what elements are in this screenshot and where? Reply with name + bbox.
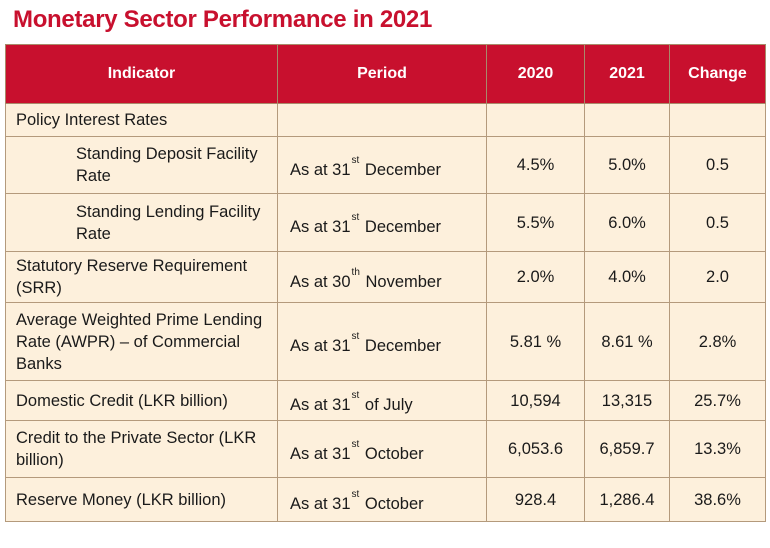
indicator-cell: Standing Deposit Facility Rate <box>5 136 278 194</box>
period-ordinal: st <box>351 212 360 223</box>
period-prefix: As at 31 <box>290 218 351 236</box>
change-cell: 13.3% <box>669 420 766 478</box>
indicator-cell: Credit to the Private Sector (LKR billio… <box>5 420 278 478</box>
period-suffix: December <box>364 218 442 236</box>
table-row: Standing Deposit Facility Rate As at 31s… <box>5 136 766 194</box>
value-2020-cell: 928.4 <box>486 477 585 522</box>
value-2021-cell: 4.0% <box>584 251 670 303</box>
change-cell: 2.0 <box>669 251 766 303</box>
period-cell: As at 31st December <box>277 136 487 194</box>
period-prefix: As at 30 <box>290 272 351 291</box>
value-2020-cell: 4.5% <box>486 136 585 194</box>
table-row: Credit to the Private Sector (LKR billio… <box>5 420 766 478</box>
period-prefix: As at 31 <box>290 160 351 179</box>
period-prefix: As at 31 <box>290 444 351 463</box>
period-ordinal: st <box>351 489 360 500</box>
period-suffix: December <box>364 160 442 179</box>
table-row: Domestic Credit (LKR billion) As at 31st… <box>5 380 766 421</box>
table-row: Policy Interest Rates <box>5 103 766 137</box>
period-suffix: October <box>364 444 424 463</box>
table-row: Standing Lending Facility Rate As at 31s… <box>5 193 766 252</box>
period-ordinal: th <box>351 266 360 278</box>
period-cell: As at 31st December <box>277 302 487 381</box>
value-2020-cell: 5.81 % <box>486 302 585 381</box>
page-title: Monetary Sector Performance in 2021 <box>13 6 433 33</box>
period-cell: As at 31st December <box>277 193 487 252</box>
indicator-cell: Domestic Credit (LKR billion) <box>5 380 278 421</box>
change-cell <box>669 103 766 137</box>
table-row: Reserve Money (LKR billion) As at 31st O… <box>5 477 766 522</box>
change-cell: 25.7% <box>669 380 766 421</box>
header-row: Indicator Period 2020 2021 Change <box>5 44 766 104</box>
value-2020-cell: 2.0% <box>486 251 585 303</box>
period-ordinal: st <box>351 154 360 166</box>
change-cell: 0.5 <box>669 193 766 252</box>
period-cell: As at 31st of July <box>277 380 487 421</box>
period-cell: As at 31st October <box>277 420 487 478</box>
period-suffix: December <box>364 337 442 355</box>
value-2020-cell <box>486 103 585 137</box>
value-2020-cell: 10,594 <box>486 380 585 421</box>
period-cell: As at 30th November <box>277 251 487 303</box>
period-cell <box>277 103 487 137</box>
value-2020-cell: 5.5% <box>486 193 585 252</box>
value-2021-cell: 13,315 <box>584 380 670 421</box>
value-2021-cell: 1,286.4 <box>584 477 670 522</box>
value-2021-cell: 5.0% <box>584 136 670 194</box>
value-2021-cell: 6.0% <box>584 193 670 252</box>
value-2021-cell <box>584 103 670 137</box>
table-row: Statutory Reserve Requirement (SRR) As a… <box>5 251 766 303</box>
table-row: Average Weighted Prime Lending Rate (AWP… <box>5 302 766 381</box>
indicator-cell: Standing Lending Facility Rate <box>5 193 278 252</box>
header-2020: 2020 <box>486 44 585 104</box>
value-2020-cell: 6,053.6 <box>486 420 585 478</box>
value-2021-cell: 6,859.7 <box>584 420 670 478</box>
header-change: Change <box>669 44 766 104</box>
period-ordinal: st <box>351 331 360 342</box>
change-cell: 0.5 <box>669 136 766 194</box>
period-suffix: October <box>364 495 424 513</box>
indicator-cell: Average Weighted Prime Lending Rate (AWP… <box>5 302 278 381</box>
indicator-cell: Policy Interest Rates <box>5 103 278 137</box>
period-ordinal: st <box>351 390 360 401</box>
change-cell: 38.6% <box>669 477 766 522</box>
period-cell: As at 31st October <box>277 477 487 522</box>
period-prefix: As at 31 <box>290 337 351 355</box>
period-suffix: of July <box>364 396 413 414</box>
indicator-cell: Reserve Money (LKR billion) <box>5 477 278 522</box>
header-2021: 2021 <box>584 44 670 104</box>
period-ordinal: st <box>351 438 360 450</box>
period-suffix: November <box>365 272 442 291</box>
indicator-cell: Statutory Reserve Requirement (SRR) <box>5 251 278 303</box>
change-cell: 2.8% <box>669 302 766 381</box>
header-indicator: Indicator <box>5 44 278 104</box>
value-2021-cell: 8.61 % <box>584 302 670 381</box>
period-prefix: As at 31 <box>290 495 351 513</box>
period-prefix: As at 31 <box>290 396 351 414</box>
header-period: Period <box>277 44 487 104</box>
monetary-sector-table: Indicator Period 2020 2021 Change Policy… <box>5 44 766 522</box>
